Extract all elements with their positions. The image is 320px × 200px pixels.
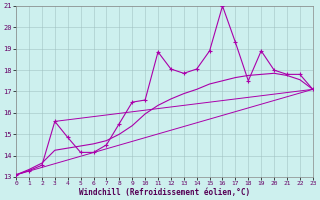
X-axis label: Windchill (Refroidissement éolien,°C): Windchill (Refroidissement éolien,°C)	[79, 188, 250, 197]
